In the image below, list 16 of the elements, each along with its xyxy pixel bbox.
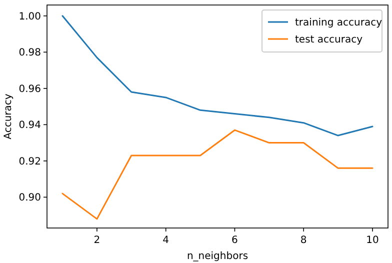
y-tick-label: 0.94 [18, 120, 41, 132]
y-axis-title: Accuracy [3, 94, 14, 140]
y-tick-label: 0.90 [18, 192, 41, 204]
x-tick-label: 8 [300, 235, 307, 246]
y-tick-label: 0.92 [18, 156, 41, 168]
x-tick-label: 2 [94, 235, 100, 246]
legend-label: test accuracy [295, 34, 363, 46]
y-tick-label: 0.98 [18, 48, 41, 59]
line-series [62, 129, 374, 220]
x-tick-label: 4 [162, 235, 170, 246]
y-tick-label: 1.00 [18, 11, 41, 22]
x-tick-label: 6 [232, 235, 238, 246]
legend-label: training accuracy [295, 18, 382, 28]
x-tick-label: 10 [366, 235, 379, 246]
x-axis-title: n_neighbors [186, 251, 248, 262]
y-tick-label: 0.96 [18, 84, 41, 95]
